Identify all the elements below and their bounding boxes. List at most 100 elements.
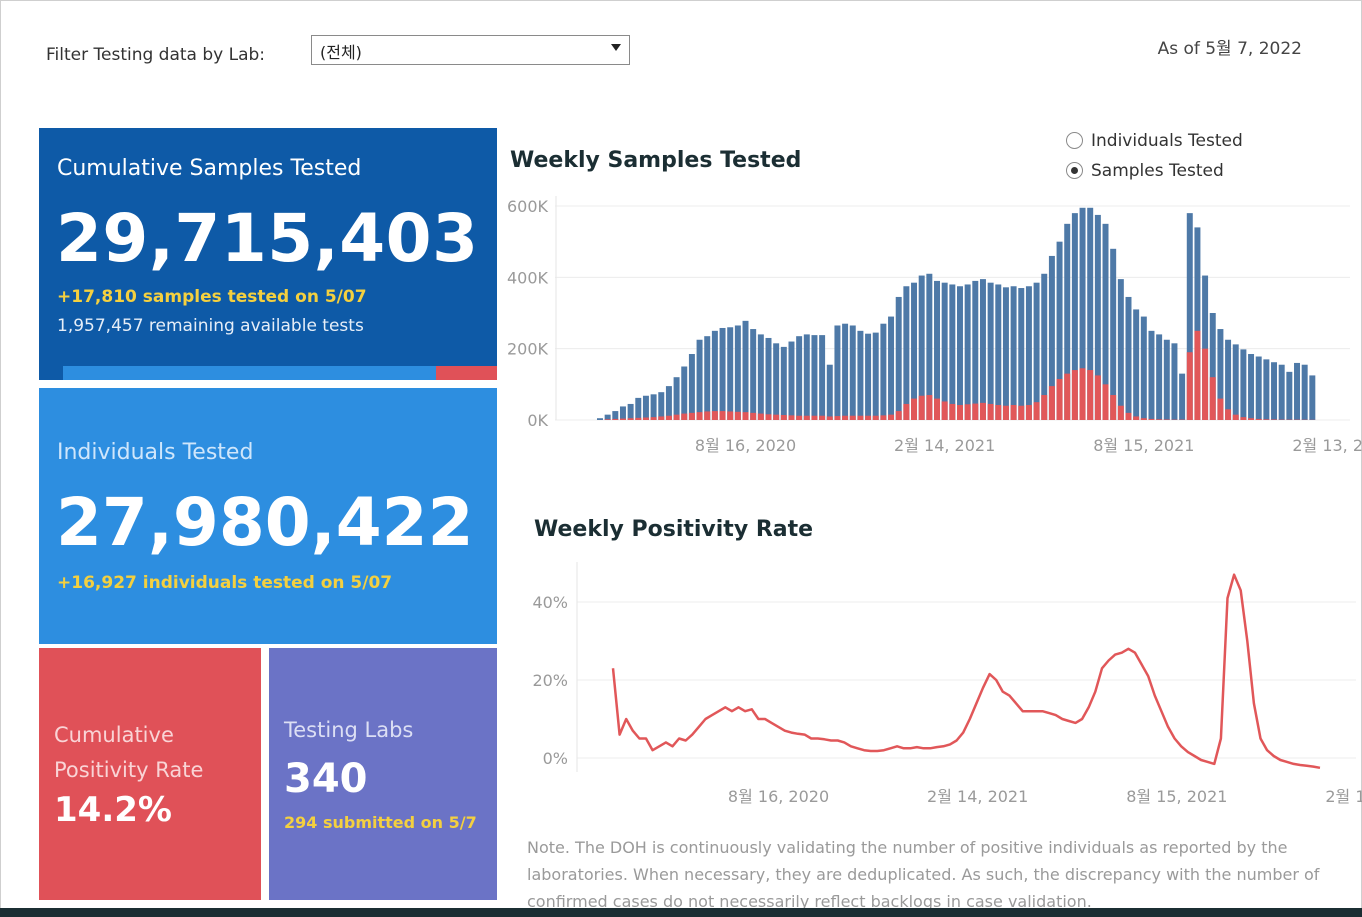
samples-bar xyxy=(895,296,902,420)
samples-bar xyxy=(1194,227,1201,420)
positive-bar xyxy=(926,395,933,420)
lab-filter-dropdown[interactable]: (전체) xyxy=(311,35,630,65)
positive-bar xyxy=(934,398,940,420)
positivity-rate-card: Cumulative Positivity Rate 14.2% xyxy=(39,648,261,900)
positive-bar xyxy=(1263,419,1270,420)
samples-bar xyxy=(1156,334,1163,420)
samples-bar xyxy=(1248,354,1255,420)
positive-bar xyxy=(1094,375,1101,420)
positive-bar xyxy=(688,412,695,420)
samples-bar xyxy=(1232,344,1239,420)
individuals-tested-title: Individuals Tested xyxy=(57,440,254,465)
samples-bar xyxy=(1064,223,1071,420)
positive-bar xyxy=(1048,386,1055,420)
samples-bar xyxy=(757,334,764,420)
positive-bar xyxy=(1117,405,1124,420)
remaining-tests-bar-fill xyxy=(436,366,497,380)
samples-bar xyxy=(849,325,856,420)
positive-bar xyxy=(826,416,833,420)
samples-bar xyxy=(1255,356,1262,420)
samples-bar xyxy=(742,320,749,420)
positive-bar xyxy=(964,404,971,420)
samples-bar xyxy=(1002,287,1009,420)
samples-bar xyxy=(819,335,826,420)
cumulative-samples-card: Cumulative Samples Tested 29,715,403 +17… xyxy=(39,128,497,380)
samples-bar xyxy=(995,284,1002,420)
dropdown-arrow-icon xyxy=(611,44,621,51)
positive-bar xyxy=(1271,419,1278,420)
samples-bar xyxy=(642,395,649,420)
positive-bar xyxy=(865,415,872,420)
samples-bar xyxy=(1240,349,1247,420)
samples-bar xyxy=(1087,207,1094,420)
samples-bar xyxy=(1217,329,1224,420)
samples-bar xyxy=(1102,223,1109,420)
positive-bar xyxy=(642,417,649,420)
note-text: Note. The DOH is continuously validating… xyxy=(527,838,1320,911)
positivity-y-tick-label: 40% xyxy=(532,593,568,612)
positive-bar xyxy=(780,415,787,420)
positive-bar xyxy=(650,417,657,420)
radio-individuals-label: Individuals Tested xyxy=(1091,131,1243,151)
remaining-tests-bar xyxy=(63,366,497,380)
samples-bar xyxy=(934,280,940,420)
samples-bar xyxy=(1263,359,1270,420)
positive-bar xyxy=(711,411,718,420)
samples-bar xyxy=(941,282,948,420)
positive-bar xyxy=(1255,418,1262,420)
samples-x-tick-label: 2월 13, 2022 xyxy=(1292,436,1362,455)
positivity-x-tick-label: 8월 16, 2020 xyxy=(728,787,829,806)
samples-bar xyxy=(750,329,757,420)
samples-bar xyxy=(1025,286,1032,420)
positive-bar xyxy=(1056,378,1063,420)
samples-bar xyxy=(880,323,887,420)
positivity-y-tick-label: 20% xyxy=(532,671,568,690)
samples-bar xyxy=(1209,313,1216,420)
positivity-x-tick-label: 8월 15, 2021 xyxy=(1126,787,1227,806)
positivity-x-tick-label: 2월 13, 2022 xyxy=(1325,787,1362,806)
samples-bar xyxy=(727,327,734,420)
positive-bar xyxy=(796,415,803,420)
as-of-date: As of 5월 7, 2022 xyxy=(1157,39,1302,59)
positive-bar xyxy=(819,415,826,420)
individuals-tested-value: 27,980,422 xyxy=(56,484,474,561)
samples-bar xyxy=(719,327,726,420)
samples-bar xyxy=(964,284,971,420)
individuals-tested-card: Individuals Tested 27,980,422 +16,927 in… xyxy=(39,388,497,644)
positive-bar xyxy=(1002,405,1009,420)
samples-bar xyxy=(788,341,795,420)
positive-bar xyxy=(1186,352,1193,420)
samples-bar xyxy=(1033,282,1040,420)
positive-bar xyxy=(872,415,879,420)
positive-bar xyxy=(719,411,726,420)
samples-x-tick-label: 2월 14, 2021 xyxy=(894,436,995,455)
samples-bar xyxy=(1202,275,1209,420)
positive-bar xyxy=(849,415,856,420)
samples-bar xyxy=(957,286,963,420)
positive-bar xyxy=(704,411,711,420)
positive-bar xyxy=(627,418,634,420)
samples-bar xyxy=(711,330,718,420)
samples-bar xyxy=(1125,296,1132,420)
lab-filter-value: (전체) xyxy=(320,43,362,62)
positive-bar xyxy=(1148,418,1155,420)
samples-bar xyxy=(1225,339,1232,420)
positive-bar xyxy=(1163,419,1170,420)
samples-bar xyxy=(826,364,833,420)
positive-bar xyxy=(619,418,626,420)
samples-bar xyxy=(918,275,925,420)
samples-bar xyxy=(811,335,818,420)
samples-bar xyxy=(1148,330,1155,420)
positive-bar xyxy=(673,414,680,420)
samples-bar xyxy=(1071,213,1078,420)
positive-bar xyxy=(612,418,619,420)
positive-bar xyxy=(995,405,1002,420)
positive-bar xyxy=(957,405,963,420)
samples-bar xyxy=(926,273,933,420)
samples-bar xyxy=(1179,373,1186,420)
positivity-rate-title: Cumulative Positivity Rate xyxy=(54,723,204,782)
positive-bar xyxy=(903,403,910,420)
positive-bar xyxy=(1194,330,1201,420)
positive-bar xyxy=(742,412,749,420)
positive-bar xyxy=(1156,419,1163,420)
